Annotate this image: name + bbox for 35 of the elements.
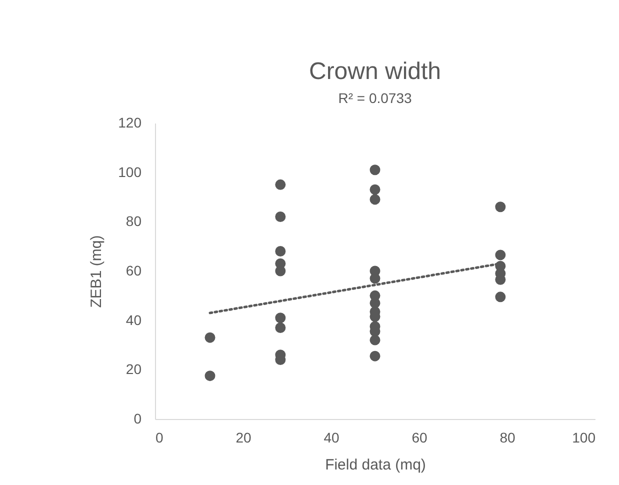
point <box>495 202 506 212</box>
point <box>370 273 380 284</box>
point <box>370 334 380 346</box>
point <box>370 298 380 308</box>
y-tick-label: 60 <box>126 262 142 278</box>
x-tick-label: 40 <box>324 430 340 446</box>
x-tick-label: 80 <box>500 430 516 446</box>
point <box>370 164 380 176</box>
chart-title: Crown width <box>308 58 442 85</box>
point <box>370 350 380 362</box>
x-axis-title: Field data (mq) <box>325 456 426 474</box>
point <box>275 322 286 333</box>
y-tick-label: 100 <box>118 164 142 180</box>
point <box>204 332 216 343</box>
point <box>204 370 216 382</box>
point <box>275 266 286 276</box>
y-tick-label: 80 <box>126 213 142 230</box>
x-tick-label: 0 <box>156 430 164 446</box>
y-tick-label: 40 <box>126 312 142 328</box>
x-tick-label: 100 <box>572 430 596 446</box>
point <box>370 194 380 205</box>
point <box>275 179 286 190</box>
point <box>370 184 380 195</box>
x-tick-label: 60 <box>412 430 428 446</box>
chart-subtitle: R² = 0.0733 <box>338 90 412 106</box>
point <box>275 246 286 256</box>
x-tick-label: 20 <box>236 430 252 446</box>
point <box>275 312 286 324</box>
y-tick-label: 20 <box>126 361 142 378</box>
point <box>495 250 506 260</box>
point <box>495 292 506 302</box>
point <box>275 212 286 222</box>
y-tick-label: 0 <box>134 410 142 426</box>
y-tick-label: 120 <box>118 114 142 130</box>
y-axis-title: ZEB1 (mq) <box>88 235 106 308</box>
